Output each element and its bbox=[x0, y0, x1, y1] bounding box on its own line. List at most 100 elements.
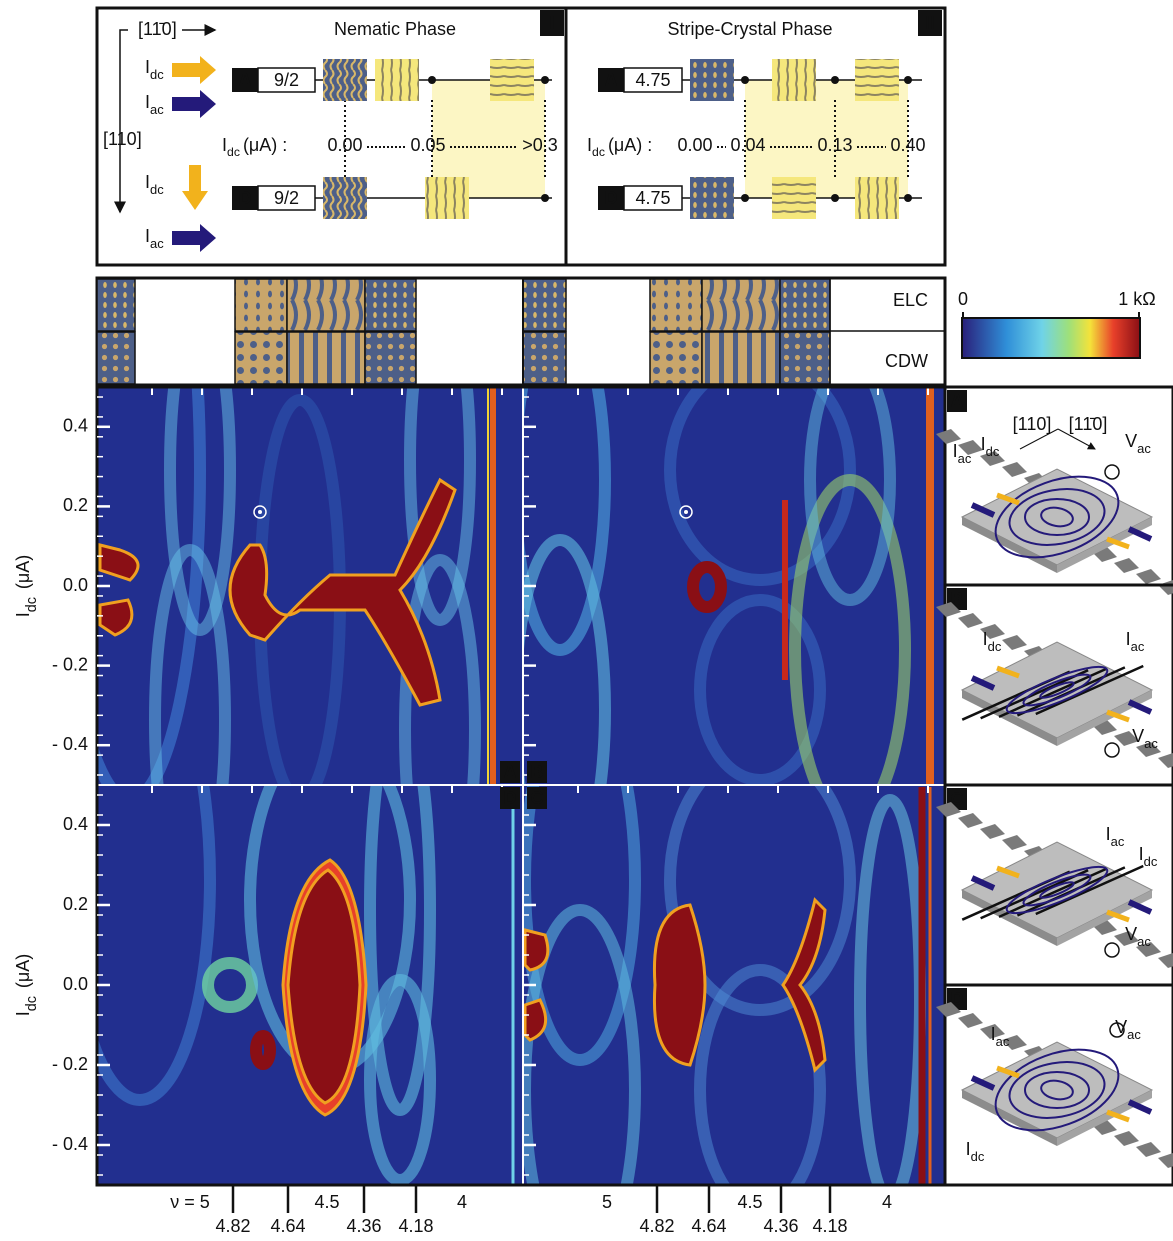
current-value: >0.3 bbox=[522, 135, 558, 155]
marker bbox=[684, 510, 688, 514]
label-part: (μA) bbox=[13, 555, 33, 594]
current-label: Iac bbox=[1106, 824, 1125, 849]
y-tick-label: 0.0 bbox=[63, 575, 88, 595]
contact bbox=[1114, 558, 1139, 573]
label-part: (μA) : bbox=[608, 135, 652, 155]
contact bbox=[1158, 580, 1173, 595]
phase-texture bbox=[235, 332, 287, 384]
panel-numeral: I bbox=[549, 13, 554, 33]
sub-label: Iac bbox=[145, 92, 164, 117]
y-tick-label: - 0.4 bbox=[52, 1134, 88, 1154]
filling-factor: 9/2 bbox=[274, 70, 299, 90]
label-part: dc bbox=[150, 182, 164, 197]
x-tick-label: 4.18 bbox=[398, 1216, 433, 1236]
panel-letter: A bbox=[504, 762, 517, 782]
y-axis-label: Idc (μA) bbox=[13, 954, 40, 1017]
label-part: dc bbox=[1144, 854, 1158, 869]
texture bbox=[425, 177, 469, 219]
label-part: dc bbox=[986, 444, 1000, 459]
direction: [110] bbox=[103, 129, 142, 149]
idc-arrow bbox=[182, 165, 208, 210]
current-value: 0.04 bbox=[730, 135, 765, 155]
contact bbox=[1136, 569, 1161, 584]
texture bbox=[855, 177, 899, 219]
node bbox=[831, 76, 839, 84]
contact bbox=[1002, 835, 1027, 850]
contact bbox=[1158, 953, 1173, 968]
voltmeter bbox=[1105, 465, 1119, 479]
x-tick-label: 4 bbox=[882, 1192, 892, 1212]
node bbox=[541, 76, 549, 84]
heatmap-feature bbox=[525, 930, 548, 970]
contact bbox=[980, 824, 1005, 839]
contact bbox=[958, 1013, 983, 1028]
x-tick-label: 4.18 bbox=[812, 1216, 847, 1236]
x-tick-label: 5 bbox=[602, 1192, 612, 1212]
phase-texture bbox=[523, 279, 566, 331]
direction: [110] bbox=[1013, 414, 1052, 434]
label-part: dc bbox=[150, 67, 164, 82]
panel-letter: D bbox=[504, 788, 517, 808]
texture bbox=[490, 59, 534, 101]
label-part: ac bbox=[1137, 934, 1151, 949]
label-part: ac bbox=[1131, 639, 1145, 654]
current-value: 0.00 bbox=[677, 135, 712, 155]
label-part: ac bbox=[958, 451, 972, 466]
contact bbox=[1002, 635, 1027, 650]
phase-texture bbox=[287, 279, 365, 331]
arrow bbox=[120, 30, 128, 212]
iac-arrow bbox=[172, 224, 216, 252]
label-part: ac bbox=[1137, 441, 1151, 456]
x-tick-label: 4.36 bbox=[346, 1216, 381, 1236]
texture bbox=[323, 177, 367, 219]
y-tick-label: - 0.4 bbox=[52, 734, 88, 754]
label-part: ac bbox=[1144, 736, 1158, 751]
row-label: A bbox=[605, 70, 618, 90]
phase-texture bbox=[650, 332, 702, 384]
current-label: Vac bbox=[1125, 431, 1151, 456]
heatmap-feature bbox=[654, 905, 705, 1065]
label-part: dc bbox=[227, 145, 240, 159]
label-part: V bbox=[1132, 726, 1144, 746]
voltmeter bbox=[1105, 743, 1119, 757]
phase-texture bbox=[235, 279, 287, 331]
phase-texture bbox=[523, 332, 566, 384]
contact bbox=[1158, 753, 1173, 768]
node bbox=[741, 76, 749, 84]
panel-title: Nematic Phase bbox=[334, 19, 456, 39]
label-part: ac bbox=[1111, 834, 1125, 849]
label-part: ac bbox=[1127, 1027, 1141, 1042]
y-tick-label: 0.4 bbox=[63, 416, 88, 436]
colorbar bbox=[962, 318, 1140, 358]
label-part: dc bbox=[592, 145, 605, 159]
phase-texture bbox=[650, 279, 702, 331]
texture bbox=[375, 59, 419, 101]
phase-texture bbox=[365, 279, 416, 331]
node bbox=[904, 194, 912, 202]
x-tick-label: 4.64 bbox=[270, 1216, 305, 1236]
phase-texture bbox=[97, 332, 135, 384]
x-tick-label: ν = 5 bbox=[170, 1192, 210, 1212]
x-tick-label: 4.5 bbox=[314, 1192, 339, 1212]
current-value: 0.13 bbox=[817, 135, 852, 155]
contact bbox=[958, 613, 983, 628]
current-label: Iac bbox=[991, 1024, 1010, 1049]
texture bbox=[855, 59, 899, 101]
label-part: V bbox=[1125, 431, 1137, 451]
node bbox=[741, 194, 749, 202]
node bbox=[428, 76, 436, 84]
y-tick-label: 0.0 bbox=[63, 974, 88, 994]
row-label: D bbox=[605, 188, 618, 208]
iac-arrow bbox=[172, 90, 216, 118]
label-part: ac bbox=[996, 1034, 1010, 1049]
y-axis-label: Idc (μA) bbox=[13, 555, 40, 618]
label-part: dc bbox=[24, 597, 40, 612]
label-part: (μA) bbox=[13, 954, 33, 993]
node bbox=[831, 194, 839, 202]
strip-label: ELC bbox=[893, 290, 928, 310]
voltmeter bbox=[1105, 943, 1119, 957]
phase-texture bbox=[702, 279, 780, 331]
texture bbox=[323, 59, 367, 101]
phase-texture bbox=[97, 279, 135, 331]
row-label: D bbox=[239, 188, 252, 208]
